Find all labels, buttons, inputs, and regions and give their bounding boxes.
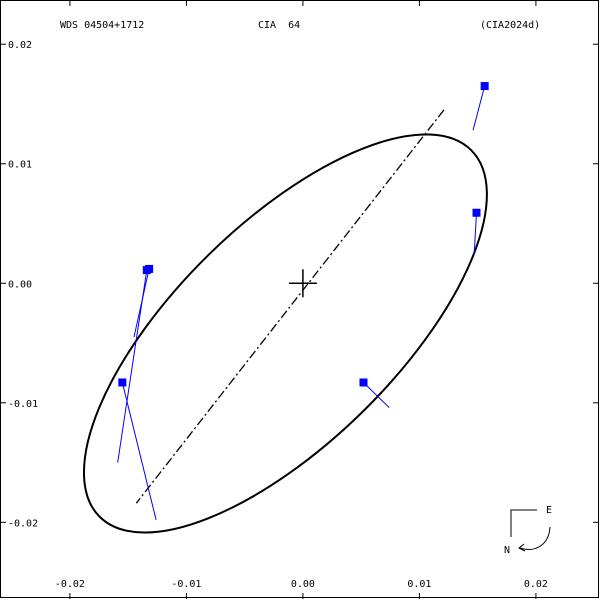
y-tick-label: 0.00: [8, 279, 32, 290]
residual-line: [121, 382, 157, 521]
header-reference: (CIA2024d): [480, 20, 540, 31]
x-tick-label: -0.01: [171, 579, 201, 590]
y-tick-label: 0.01: [8, 160, 32, 171]
observation-point: [472, 208, 481, 217]
primary-star-cross: [288, 269, 317, 298]
x-tick-label: 0.02: [524, 579, 548, 590]
compass-north-label: N: [504, 545, 510, 556]
residual-line: [472, 85, 486, 131]
compass-arrow-head-icon: [518, 543, 526, 552]
orbit-ellipse: [82, 133, 488, 534]
residual-line: [363, 382, 390, 408]
x-tick-label: -0.02: [55, 579, 85, 590]
observation-point: [359, 378, 368, 387]
compass-east-label: E: [546, 505, 552, 516]
compass-axes: [510, 509, 537, 537]
y-tick-label: 0.02: [8, 40, 32, 51]
y-tick-label: -0.02: [8, 518, 38, 529]
line-of-nodes: [135, 109, 445, 504]
compass-rotation-arc: [519, 526, 551, 550]
header-star-name: CIA 64: [258, 20, 300, 31]
observation-point: [480, 82, 489, 91]
observation-points: [118, 82, 489, 387]
residual-line: [473, 212, 478, 255]
observation-point: [142, 266, 151, 275]
residual-line: [117, 270, 148, 463]
observation-point: [118, 378, 127, 387]
compass: E N: [504, 505, 552, 556]
axis-tick-labels: -0.02 -0.01 0.00 0.01 0.02 0.02 0.01 0.00 -0.01 -…: [8, 40, 548, 590]
x-tick-label: 0.01: [407, 579, 431, 590]
header-wds-id: WDS 04504+1712: [60, 20, 144, 31]
residual-lines: [117, 85, 486, 521]
x-tick-label: 0.00: [291, 579, 315, 590]
y-tick-label: -0.01: [8, 399, 38, 410]
